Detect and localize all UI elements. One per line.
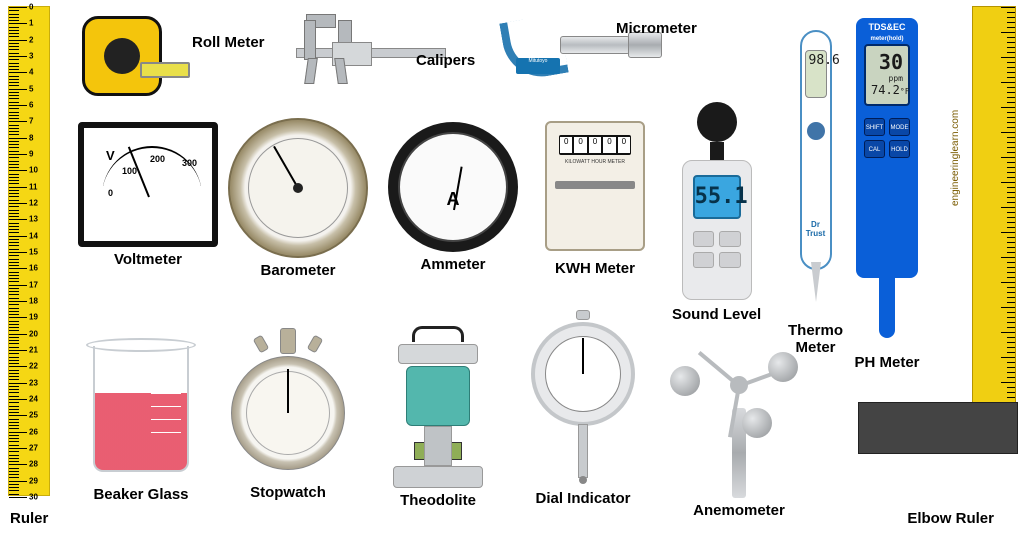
dial-indicator-label: Dial Indicator [535, 490, 630, 507]
stopwatch-item: Stopwatch [228, 328, 348, 501]
ph-btn: MODE [889, 118, 910, 136]
barometer-item: Barometer [228, 118, 368, 279]
ph-sub-unit: °F [900, 87, 910, 96]
ph-meter-icon: TDS&EC meter(hold) 30 ppm 74.2°F SHIFT MO… [854, 18, 920, 348]
theodolite-item: Theodolite [378, 318, 498, 509]
kwh-plate: KILOWATT HOUR METER [557, 159, 633, 165]
sound-level-icon: 55.1 [677, 102, 757, 302]
elbow-ruler-label: Elbow Ruler [907, 510, 994, 527]
thermo-brand: Dr Trust [802, 220, 830, 238]
ph-main-unit: ppm [889, 74, 903, 83]
stopwatch-label: Stopwatch [250, 484, 326, 501]
barometer-label: Barometer [260, 262, 335, 279]
ammeter-item: A Ammeter [388, 122, 518, 273]
tape-measure-icon [72, 6, 182, 106]
ph-head: TDS&EC [868, 22, 905, 32]
ruler-ticks: 0123456789101112131415161718192021222324… [9, 7, 49, 495]
kwh-meter-label: KWH Meter [555, 260, 635, 277]
ruler-item: 0123456789101112131415161718192021222324… [8, 6, 50, 496]
roll-meter-item [72, 6, 182, 106]
dial-indicator-icon [528, 316, 638, 486]
theodolite-label: Theodolite [400, 492, 476, 509]
kwh-meter-icon: 00000 KILOWATT HOUR METER [540, 116, 650, 256]
sound-level-item: 55.1 Sound Level [672, 102, 761, 323]
theodolite-icon [378, 318, 498, 488]
voltmeter-icon: V 0 100 200 300 [78, 122, 218, 247]
roll-meter-label: Roll Meter [192, 34, 265, 51]
thermo-reading: 98.6 [805, 50, 827, 98]
ruler-label: Ruler [10, 510, 48, 527]
anemometer-label: Anemometer [693, 502, 785, 519]
voltmeter-label: Voltmeter [114, 251, 182, 268]
ph-meter-label: PH Meter [854, 354, 919, 371]
anemometer-icon [664, 338, 814, 498]
ruler-icon: 0123456789101112131415161718192021222324… [8, 6, 50, 496]
ammeter-label: Ammeter [420, 256, 485, 273]
ammeter-icon: A [388, 122, 518, 252]
ph-btn: CAL [864, 140, 885, 158]
dial-indicator-item: Dial Indicator [528, 316, 638, 507]
beaker-icon [86, 338, 196, 478]
barometer-icon [228, 118, 368, 258]
ph-btn: SHIFT [864, 118, 885, 136]
anemometer-item: Anemometer [664, 338, 814, 519]
micrometer-plate: Mitutoyo [516, 58, 560, 74]
sound-reading: 55.1 [693, 175, 741, 219]
ph-sub-val: 74.2 [871, 83, 900, 97]
thermometer-icon: 98.6 Dr Trust [794, 20, 838, 310]
beaker-label: Beaker Glass [93, 486, 188, 503]
beaker-item: Beaker Glass [86, 338, 196, 503]
ph-btn: HOLD [889, 140, 910, 158]
stopwatch-icon [228, 328, 348, 478]
voltmeter-item: V 0 100 200 300 Voltmeter [78, 122, 218, 268]
calipers-label: Calipers [416, 52, 475, 69]
thermometer-item: 98.6 Dr Trust Thermo Meter [788, 20, 843, 357]
sound-level-label: Sound Level [672, 306, 761, 323]
voltmeter-unit: V [106, 148, 115, 163]
ph-main: 30 [871, 50, 903, 74]
ph-meter-item: TDS&EC meter(hold) 30 ppm 74.2°F SHIFT MO… [854, 18, 920, 371]
micrometer-label: Micrometer [616, 20, 697, 37]
elbow-watermark: engineeringlearn.com [950, 110, 961, 206]
elbow-ruler-icon: engineeringlearn.com [956, 6, 1016, 506]
kwh-meter-item: 00000 KILOWATT HOUR METER KWH Meter [540, 116, 650, 277]
ph-sub: meter(hold) [871, 36, 904, 42]
elbow-ruler-item: engineeringlearn.com [956, 6, 1016, 506]
